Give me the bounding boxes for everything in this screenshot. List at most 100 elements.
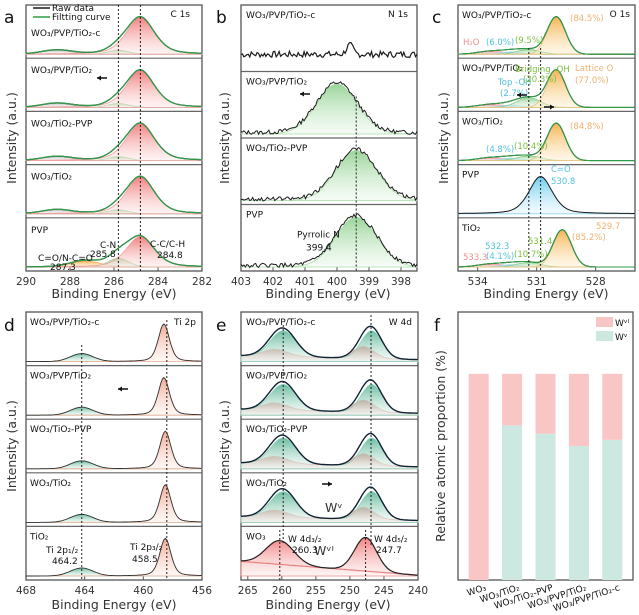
- bar-wv: [602, 439, 623, 580]
- core-level-title: Ti 2p: [173, 318, 196, 328]
- panel-c: 534 531 528 WO₃/PVP/TiO₂-c WO₃/PVP/TiO₂ WO₃/T…: [457, 4, 636, 288]
- annotation-lattice-o: Lattice O: [575, 64, 614, 74]
- peak-label: C=O/N-C=O: [38, 254, 93, 264]
- sample-label: WO₃/PVP/TiO₂: [31, 66, 92, 76]
- x-tick-label: 265: [238, 585, 258, 597]
- peak-label: C-C/C-H: [150, 240, 185, 250]
- peak-value: 399.4: [306, 244, 332, 254]
- sample-label: TiO₂: [461, 224, 481, 234]
- legend-wvi-swatch: [596, 317, 613, 327]
- core-level-title: C 1s: [170, 10, 190, 20]
- plot-frame: [240, 311, 419, 581]
- panel-f: WO₃WO₃/TiO₂WO₃/TiO₂-PVPWO₃/PVP/TiO₂WO₃/P…: [457, 311, 634, 614]
- panel-label-d: d: [4, 316, 15, 336]
- peak-label: Ti 2p₁/₂: [45, 546, 79, 556]
- sample-label: WO₃/TiO₂-PVP: [246, 144, 308, 154]
- x-tick-label: 240: [408, 585, 428, 597]
- sample-label: PVP: [31, 226, 49, 236]
- bar-wvi: [568, 373, 589, 446]
- plot-frame: [240, 4, 418, 272]
- y-axis-label-e: Intensity (a.u.): [217, 400, 232, 492]
- raw-data-line: [240, 146, 418, 202]
- bar-wv: [568, 446, 589, 580]
- fit-component: [241, 83, 417, 135]
- x-tick-label: 456: [192, 585, 212, 597]
- x-tick-label: 531: [527, 276, 547, 288]
- fit-component: [241, 150, 418, 201]
- annotation-top-oh: (6.0%): [486, 38, 514, 48]
- annotation-top-oh: Top -OH: [497, 78, 531, 88]
- sample-label: WO₃/TiO₂-PVP: [246, 425, 308, 435]
- sample-label: PVP: [462, 171, 480, 181]
- raw-data-line: [240, 212, 418, 269]
- raw-data-line: [26, 430, 202, 470]
- legend-wvi-label: Wᵛᴵ: [615, 319, 630, 329]
- peak-value: 287.3: [50, 263, 76, 273]
- fitting-curve-line: [240, 432, 418, 468]
- legend-wv-swatch: [596, 331, 613, 341]
- sample-label: WO₃/TiO₂: [30, 479, 71, 489]
- x-tick-label: 528: [586, 276, 606, 288]
- core-level-title: W 4d: [389, 318, 412, 328]
- fitting-curve-line: [25, 122, 202, 161]
- sample-label: WO₃/TiO₂-PVP: [30, 425, 92, 435]
- raw-data-line: [26, 537, 202, 577]
- fit-component: [241, 216, 418, 268]
- sample-label: PVP: [246, 211, 264, 221]
- sample-label: WO₃/PVP/TiO₂: [462, 64, 523, 74]
- sample-label: WO₃/PVP/TiO₂-c: [246, 11, 315, 21]
- plot-frame: [25, 4, 203, 272]
- sample-label: WO₃/TiO₂: [31, 173, 72, 183]
- annotation-lattice-o: (84.5%): [570, 14, 604, 24]
- fit-component: [26, 430, 203, 470]
- y-axis-label-a: Intensity (a.u.): [4, 92, 19, 184]
- x-tick-label: 402: [263, 276, 283, 288]
- sample-label: WO₃/PVP/TiO₂: [30, 372, 91, 382]
- species-label-wvi: Wᵛᴵ: [314, 543, 334, 558]
- x-tick-label: 288: [60, 276, 80, 288]
- raw-data-line: [458, 176, 635, 214]
- legend-fit-label: Filtting curve: [52, 13, 111, 23]
- x-tick-label: 399: [359, 276, 379, 288]
- panel-b: 403 402 401 400 399 398 WO₃/PVP/TiO₂-c WO₃/PVP/…: [231, 4, 418, 288]
- fitting-curve-line: [25, 15, 202, 54]
- raw-data-line: [240, 81, 418, 136]
- fitting-curve-line: [457, 122, 635, 162]
- annotation-top-oh: (4.8%): [486, 145, 514, 155]
- x-tick-label: 260: [272, 585, 292, 597]
- arrow-head-icon: [118, 386, 122, 392]
- x-tick-label: 403: [231, 276, 251, 288]
- peak-value: 464.2: [52, 557, 78, 567]
- peak-value: 247.7: [376, 546, 402, 556]
- arrow-head-icon: [97, 75, 101, 81]
- core-level-title: O 1s: [610, 10, 631, 20]
- core-level-title: N 1s: [388, 10, 408, 20]
- legend-raw-label: Raw data: [52, 4, 94, 14]
- sample-label: WO₃/PVP/TiO₂-c: [30, 318, 99, 328]
- y-axis-label-f: Relative atomic proportion (%): [433, 350, 448, 542]
- panel-d: 468 464 460 456 WO₃/PVP/TiO₂-c WO₃/PVP/TiO₂ WO…: [16, 311, 212, 597]
- panel-label-a: a: [4, 8, 14, 28]
- x-tick-label: 401: [295, 276, 315, 288]
- fit-component: [458, 16, 635, 55]
- bar-wv: [535, 433, 556, 580]
- annotation-top-oh-value: (2.7%): [500, 89, 528, 99]
- panel-e: 265 260 255 250 245 240 WO₃/PVP/TiO₂-c WO₃/PVP/…: [238, 311, 428, 597]
- y-axis-label-c: Intensity (a.u.): [436, 92, 451, 184]
- arrow-head-icon: [328, 481, 332, 487]
- panel-label-f: f: [434, 316, 441, 336]
- sample-label: TiO₂: [29, 532, 49, 542]
- sample-label: WO₃/PVP/TiO₂: [246, 372, 307, 382]
- raw-data-line: [240, 41, 418, 59]
- fitting-curve-line: [25, 69, 202, 108]
- species-label-wv: Wᵛ: [325, 500, 343, 515]
- annotation-value: 529.7: [596, 222, 620, 232]
- x-tick-label: 255: [306, 585, 326, 597]
- raw-data-line: [240, 536, 419, 576]
- annotation-value: (10.7%): [514, 250, 548, 260]
- annotation-bridging-oh-value: (20.3%): [523, 75, 557, 85]
- bar-wvi: [535, 373, 556, 434]
- x-tick-label: 534: [468, 276, 488, 288]
- arrow-head-icon: [517, 92, 521, 98]
